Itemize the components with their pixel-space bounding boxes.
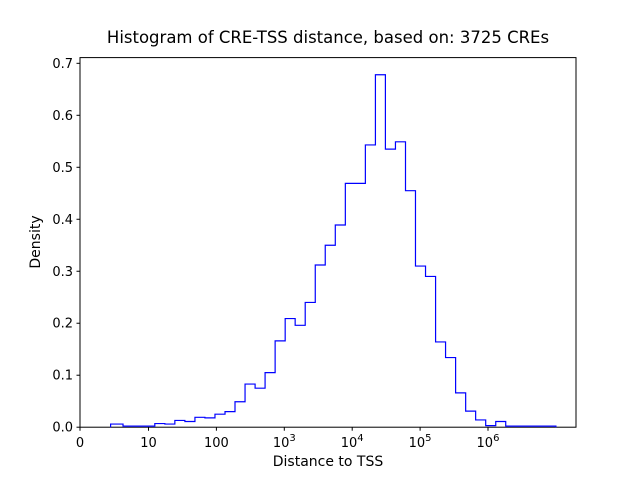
y-tick-label: 0.4 [52, 213, 73, 228]
y-tick-label: 0.7 [52, 57, 73, 72]
y-tick-label: 0.0 [52, 421, 73, 436]
y-tick-label: 0.3 [52, 265, 73, 280]
x-axis-label: Distance to TSS [273, 454, 384, 470]
histogram-outline [110, 74, 557, 428]
x-tick-label: 10 [140, 436, 157, 451]
x-axis-ticks: 0 10 100 103 104 105 106 [76, 427, 500, 451]
x-tick-label: 105 [409, 433, 432, 451]
x-tick-label: 0 [76, 436, 84, 451]
y-tick-label: 0.5 [52, 161, 73, 176]
x-tick-label: 100 [204, 436, 229, 451]
x-tick-label: 104 [341, 433, 364, 451]
y-axis-label: Density [28, 215, 44, 268]
x-tick-label: 106 [477, 433, 500, 451]
y-tick-label: 0.2 [52, 317, 73, 332]
y-tick-label: 0.1 [52, 369, 73, 384]
y-axis-ticks: 0.0 0.1 0.2 0.3 0.4 0.5 0.6 0.7 [52, 57, 80, 436]
y-tick-label: 0.6 [52, 109, 73, 124]
x-tick-label: 103 [273, 433, 296, 451]
axes-spines [79, 57, 577, 428]
plot-title: Histogram of CRE-TSS distance, based on:… [107, 28, 549, 47]
